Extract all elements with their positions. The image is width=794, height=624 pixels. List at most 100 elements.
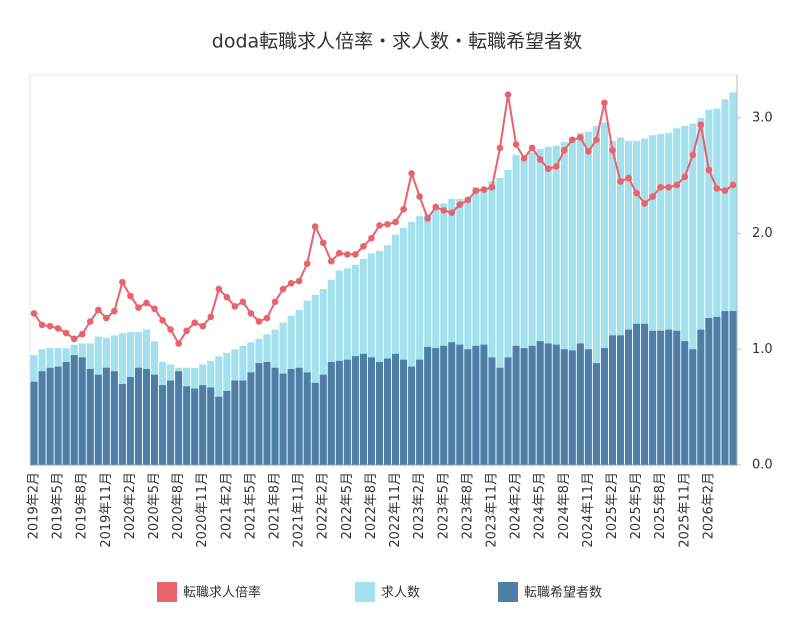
x-tick-label: 2020年2月: [123, 472, 138, 539]
line-point: [456, 201, 464, 208]
line-point: [657, 183, 664, 191]
line-point: [625, 174, 632, 182]
bar: [126, 377, 134, 465]
line-point: [721, 187, 729, 195]
line-point: [384, 220, 391, 228]
bar: [319, 374, 327, 465]
line-point: [713, 185, 721, 192]
line-point: [239, 298, 247, 306]
line-point: [536, 156, 544, 163]
bar: [625, 140, 633, 465]
bar: [167, 380, 175, 465]
bar: [576, 343, 584, 465]
bar: [633, 323, 641, 465]
bar: [456, 198, 464, 466]
x-tick-label: 2020年8月: [171, 472, 186, 539]
bar: [496, 177, 504, 465]
bar: [199, 385, 207, 465]
line-point: [46, 322, 54, 330]
x-tick-label: 2025年5月: [629, 472, 644, 539]
line-point: [191, 319, 198, 326]
bar: [649, 330, 657, 465]
bar: [729, 311, 737, 465]
bar: [118, 383, 126, 465]
line-point: [408, 170, 415, 177]
y-tick-label: 3.0: [752, 110, 773, 125]
bar: [488, 181, 496, 465]
bar: [520, 159, 528, 465]
line-point: [352, 251, 359, 258]
line-point: [392, 218, 399, 226]
bar: [713, 108, 721, 466]
line-point: [327, 258, 335, 265]
x-tick-label: 2019年2月: [27, 472, 42, 539]
line-point: [215, 285, 223, 293]
bar: [600, 348, 608, 465]
bar: [544, 146, 552, 466]
bar: [432, 209, 440, 465]
bar: [175, 371, 183, 465]
line-point: [665, 183, 673, 191]
line-point: [119, 278, 126, 286]
legend-swatch: [355, 582, 375, 602]
bar: [649, 135, 657, 465]
bar: [616, 335, 625, 465]
x-tick-label: 2023年8月: [460, 472, 475, 539]
x-tick-label: 2020年5月: [147, 472, 162, 539]
bar: [657, 330, 665, 465]
line-point: [560, 146, 568, 154]
bar: [78, 357, 86, 465]
x-tick-label: 2024年8月: [557, 472, 572, 539]
bar: [536, 341, 544, 465]
line-point: [705, 166, 713, 174]
bar: [528, 345, 536, 465]
line-point: [681, 173, 689, 181]
bar: [528, 152, 536, 465]
bar: [311, 294, 319, 465]
x-tick-label: 2022年2月: [316, 472, 331, 539]
line-point: [78, 330, 86, 338]
bar: [616, 137, 625, 465]
bar: [223, 390, 231, 465]
bar: [592, 363, 600, 465]
bar: [343, 359, 351, 465]
bar: [142, 368, 151, 465]
x-tick-label: 2025年11月: [677, 472, 692, 548]
bar: [255, 363, 263, 465]
bar: [54, 366, 62, 465]
bar: [472, 187, 480, 465]
bar: [303, 372, 311, 465]
bar: [183, 386, 191, 465]
line-point: [641, 200, 648, 207]
bar: [247, 372, 255, 465]
legend-swatch: [498, 582, 518, 602]
line-point: [360, 242, 367, 250]
bar: [207, 387, 215, 465]
line-point: [368, 234, 375, 242]
y-tick-label: 0.0: [752, 458, 773, 473]
x-tick-label: 2021年5月: [243, 472, 258, 539]
line-point: [376, 222, 383, 229]
line-point: [601, 99, 608, 107]
bar: [689, 349, 697, 465]
line-point: [344, 251, 351, 258]
bar: [641, 323, 649, 465]
line-point: [472, 187, 480, 195]
bar: [721, 99, 729, 465]
bar: [311, 382, 319, 465]
bar: [504, 357, 512, 465]
x-tick-label: 2022年8月: [364, 472, 379, 539]
line-point: [633, 189, 640, 197]
bar: [279, 373, 287, 465]
bar: [448, 342, 456, 465]
bar: [625, 329, 633, 465]
bar: [383, 245, 392, 465]
line-point: [544, 165, 552, 173]
legend-swatch: [157, 582, 177, 602]
x-tick-label: 2026年2月: [701, 472, 716, 539]
line-point: [159, 317, 166, 324]
bar: [94, 374, 102, 465]
bar: [191, 388, 199, 465]
bar: [159, 385, 167, 465]
